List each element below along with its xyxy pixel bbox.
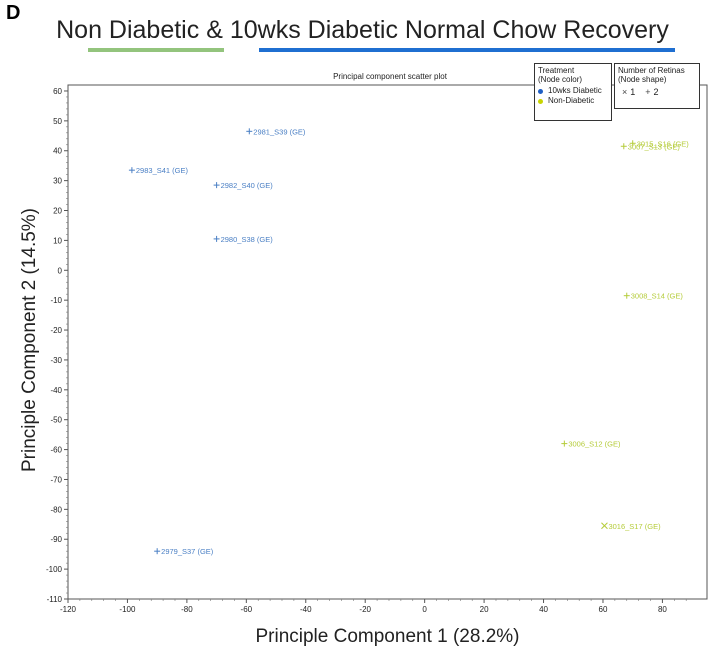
y-tick-label: 30 <box>53 177 62 186</box>
x-axis-label: Principle Component 1 (28.2%) <box>255 626 520 647</box>
y-tick-label: -30 <box>50 356 62 365</box>
point-marker <box>601 522 608 530</box>
point-label: 2982_S40 (GE) <box>221 181 274 190</box>
data-point: 2983_S41 (GE) <box>128 166 189 175</box>
x-tick-label: 60 <box>599 605 608 614</box>
data-point: 3006_S12 (GE) <box>561 440 621 449</box>
point-label: 3008_S14 (GE) <box>631 292 684 301</box>
legend-item-label: Non-Diabetic <box>548 96 595 105</box>
y-tick-label: -40 <box>50 386 62 395</box>
point-label: 2983_S41 (GE) <box>136 166 189 175</box>
x-tick-label: 0 <box>422 605 427 614</box>
point-label: 2981_S39 (GE) <box>253 127 306 136</box>
y-tick-label: 20 <box>53 207 62 216</box>
data-point: 2980_S38 (GE) <box>213 235 274 244</box>
y-tick-label: 50 <box>53 117 62 126</box>
y-axis-label: Principle Component 2 (14.5%) <box>19 207 40 473</box>
y-tick-label: -90 <box>50 535 62 544</box>
point-label: 3015_S16 (GE) <box>637 139 690 148</box>
y-tick-label: -110 <box>47 595 63 604</box>
y-tick-label: 40 <box>53 147 62 156</box>
plus-icon: + <box>645 87 651 97</box>
x-tick-label: -100 <box>119 605 136 614</box>
x-tick-label: -40 <box>300 605 312 614</box>
data-point: 2981_S39 (GE) <box>246 127 306 136</box>
point-label: 3006_S12 (GE) <box>568 440 621 449</box>
x-tick-label: -120 <box>60 605 77 614</box>
x-tick-label: 20 <box>480 605 489 614</box>
legend-shape-row: × 1 + 2 <box>615 87 699 97</box>
plot-title: Principal component scatter plot <box>333 72 448 81</box>
figure-headline: Non Diabetic & 10wks Diabetic Normal Cho… <box>0 16 725 45</box>
legend-item-label: 10wks Diabetic <box>548 86 602 95</box>
data-point: 3008_S14 (GE) <box>623 292 684 301</box>
legend-treatment-subtitle: (Node color) <box>538 75 583 84</box>
legend-treatment: Treatment (Node color) 10wks Diabetic No… <box>534 63 612 121</box>
y-tick-label: -60 <box>50 446 62 455</box>
diabetic-dot-icon <box>538 88 543 94</box>
y-axis: 60 50 40 30 20 10 0 -10 -20 -30 -40 -50 -60 -70 -80 -90… <box>46 87 68 604</box>
y-tick-label: -20 <box>50 326 62 335</box>
y-tick-label: -50 <box>50 416 62 425</box>
legend-shape-label: 1 <box>630 87 636 97</box>
legend-retinas-title: Number of Retinas <box>618 66 685 75</box>
y-tick-label: -100 <box>46 565 63 574</box>
x-tick-label: -20 <box>359 605 371 614</box>
panel-letter: D <box>6 2 21 24</box>
point-label: 3016_S17 (GE) <box>608 522 661 531</box>
y-tick-label: -70 <box>50 475 62 484</box>
y-tick-label: 60 <box>53 87 62 96</box>
cross-icon: × <box>622 87 628 97</box>
data-point: 3007_S13 (GE) <box>620 142 681 151</box>
scatter-plot: Principal component scatter plot 60 50 40 3… <box>46 72 708 614</box>
data-point: 3016_S17 (GE) <box>601 522 661 531</box>
underline-green <box>88 48 224 52</box>
legend-item-diabetic: 10wks Diabetic <box>535 86 611 96</box>
y-tick-label: 0 <box>58 266 63 275</box>
x-tick-label: -60 <box>241 605 253 614</box>
underline-blue <box>259 48 675 52</box>
headline-ampersand: & <box>199 16 230 44</box>
legend-item-non-diabetic: Non-Diabetic <box>535 96 611 106</box>
headline-non-diabetic: Non Diabetic <box>56 16 200 44</box>
y-tick-label: -80 <box>50 505 62 514</box>
y-tick-label: 10 <box>53 236 62 245</box>
x-axis: -120 -100 -80 -60 -40 -20 0 20 40 60 80 <box>60 599 687 614</box>
data-point: 3015_S16 (GE) <box>629 139 690 148</box>
point-label: 3007_S13 (GE) <box>628 142 681 151</box>
point-label: 2980_S38 (GE) <box>221 235 274 244</box>
x-tick-label: 40 <box>539 605 548 614</box>
x-tick-label: -80 <box>181 605 193 614</box>
data-point: 2979_S37 (GE) <box>154 547 214 556</box>
data-point: 2982_S40 (GE) <box>213 181 274 190</box>
y-tick-label: -10 <box>50 296 62 305</box>
legend-shape-label: 2 <box>653 87 659 97</box>
legend-retinas: Number of Retinas (Node shape) × 1 + 2 <box>614 63 700 109</box>
point-label: 2979_S37 (GE) <box>161 547 214 556</box>
headline-diabetic-recovery: 10wks Diabetic Normal Chow Recovery <box>229 16 669 44</box>
legend-treatment-title: Treatment <box>538 66 575 75</box>
non-diabetic-dot-icon <box>538 98 543 104</box>
x-tick-label: 80 <box>658 605 667 614</box>
data-points: 2981_S39 (GE) 2983_S41 (GE) 2982_S40 (GE) 2… <box>128 127 690 556</box>
legend-retinas-subtitle: (Node shape) <box>618 75 667 84</box>
